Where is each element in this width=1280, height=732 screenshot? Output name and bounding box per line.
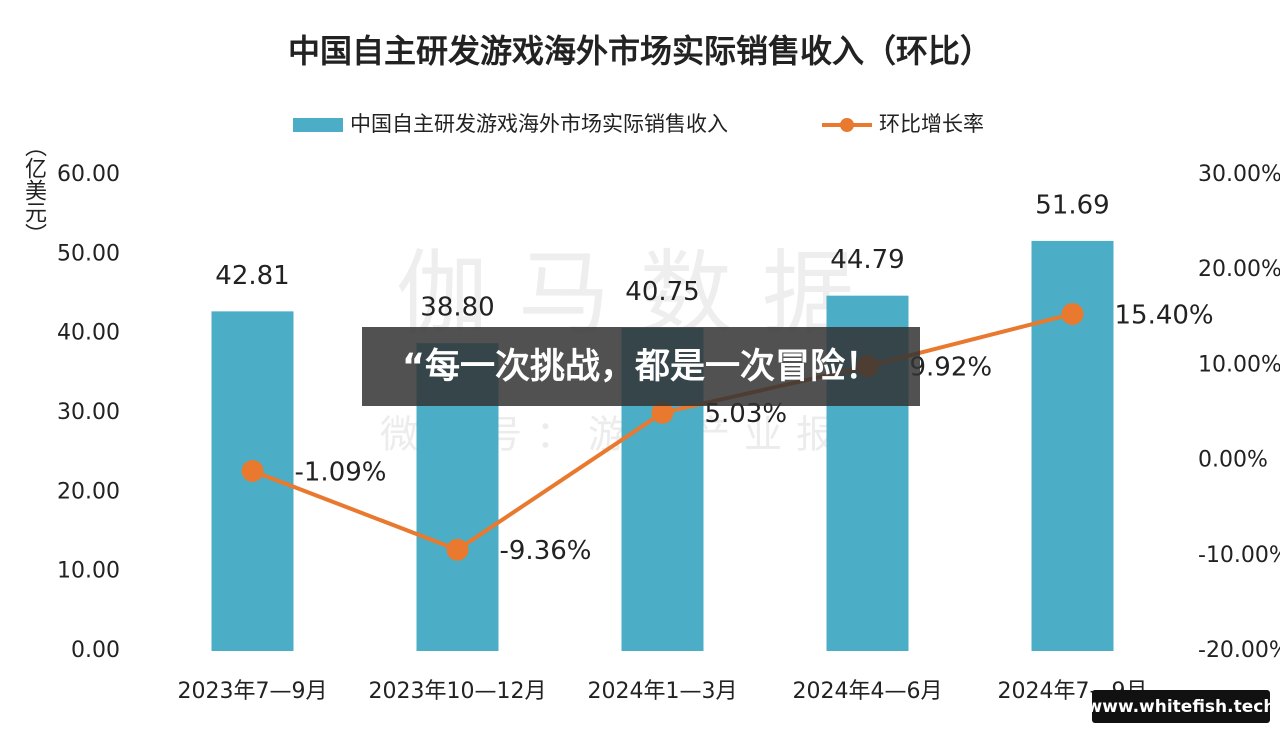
y-tick-label: 0.00 (71, 638, 120, 663)
x-tick-label: 2024年4—6月 (793, 679, 943, 704)
line-point (241, 459, 264, 482)
x-tick-label: 2024年1—3月 (588, 679, 738, 704)
bar-value-label: 42.81 (215, 261, 289, 291)
y2-tick-label: 0.00% (1198, 448, 1268, 473)
y2-tick-label: 30.00% (1198, 162, 1280, 187)
bar-value-label: 40.75 (625, 277, 699, 307)
line-point (651, 401, 674, 424)
y-tick-label: 40.00 (57, 321, 120, 346)
site-watermark: www.whitefish.tech (1087, 697, 1276, 717)
y2-tick-label: 10.00% (1198, 352, 1280, 377)
line-value-label: -1.09% (295, 457, 387, 487)
y2-tick-label: -10.00% (1198, 543, 1280, 568)
x-tick-label: 2023年10—12月 (369, 679, 547, 704)
line-value-label: 9.92% (910, 353, 993, 383)
legend-marker (840, 118, 854, 132)
legend-label: 中国自主研发游戏海外市场实际销售收入 (350, 112, 728, 136)
y-tick-label: 60.00 (57, 162, 120, 187)
y-tick-label: 30.00 (57, 400, 120, 425)
legend-swatch (293, 118, 343, 132)
y-axis-label: （亿美元） (21, 135, 47, 245)
chart-title: 中国自主研发游戏海外市场实际销售收入（环比） (288, 32, 992, 70)
y-tick-label: 20.00 (57, 479, 120, 504)
bar-value-label: 38.80 (420, 293, 494, 323)
line-value-label: -9.36% (500, 536, 592, 566)
caption-box (362, 327, 920, 406)
y2-tick-label: -20.00% (1198, 638, 1280, 663)
bar-value-label: 44.79 (830, 245, 904, 275)
line-point (446, 538, 469, 561)
y-tick-label: 50.00 (57, 241, 120, 266)
y-tick-label: 10.00 (57, 559, 120, 584)
caption: “每一次挑战，都是一次冒险！ (402, 347, 880, 387)
bar-value-label: 51.69 (1035, 190, 1109, 220)
bar (1031, 240, 1114, 651)
site-box (1092, 690, 1270, 723)
line-point (1061, 302, 1084, 325)
legend-label: 环比增长率 (879, 112, 984, 136)
x-tick-label: 2023年7—9月 (178, 679, 328, 704)
y2-tick-label: 20.00% (1198, 257, 1280, 282)
line-value-label: 15.40% (1115, 300, 1214, 330)
